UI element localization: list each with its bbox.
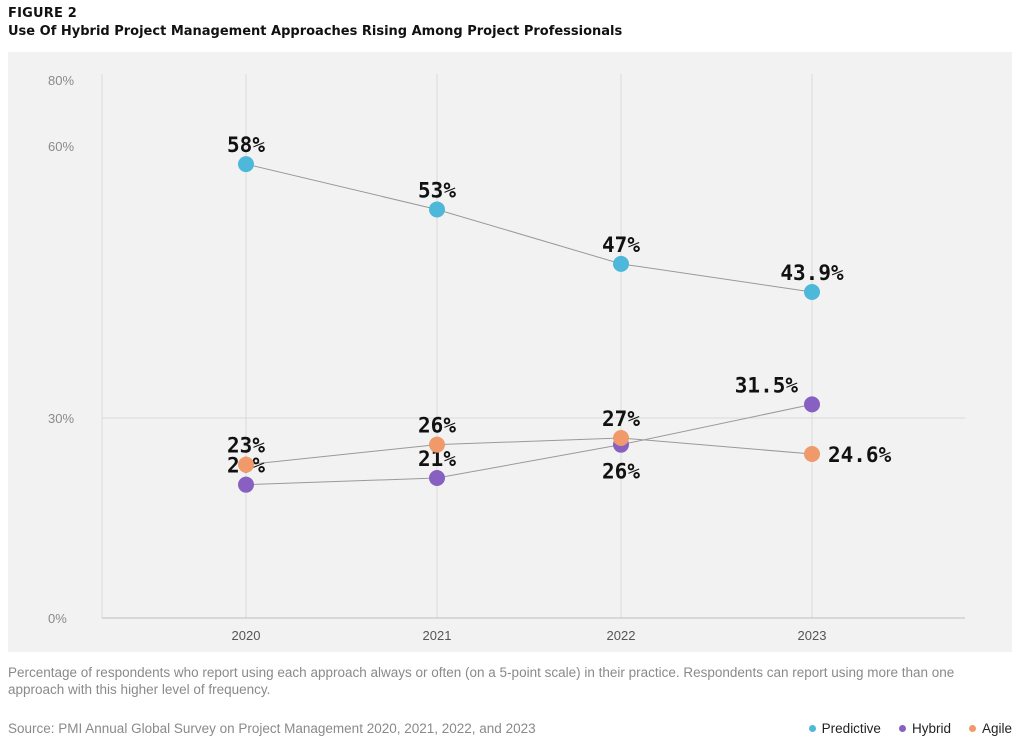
x-tick-label: 2021 — [423, 628, 452, 643]
data-label-predictive: 53% — [418, 178, 456, 202]
figure-title: Use Of Hybrid Project Management Approac… — [8, 24, 623, 39]
chart-source: Source: PMI Annual Global Survey on Proj… — [8, 721, 536, 736]
y-tick-label: 0% — [48, 611, 67, 626]
data-point-agile — [429, 436, 445, 453]
data-label-hybrid: 26% — [602, 460, 640, 484]
legend-item-hybrid: Hybrid — [898, 721, 951, 736]
x-tick-label: 2020 — [232, 628, 261, 643]
y-tick-label: 60% — [48, 139, 74, 154]
data-point-predictive — [613, 255, 629, 272]
data-point-hybrid — [238, 476, 254, 493]
legend-item-predictive: Predictive — [808, 721, 881, 736]
data-label-predictive: 47% — [602, 233, 640, 257]
data-point-agile — [613, 430, 629, 446]
legend-label-predictive: Predictive — [821, 721, 881, 736]
chart-panel — [8, 52, 1012, 652]
data-label-hybrid: 31.5% — [735, 373, 799, 397]
data-label-agile: 23% — [227, 434, 265, 458]
series-line-agile — [245, 437, 813, 466]
chart-note: Percentage of respondents who report usi… — [8, 665, 955, 697]
x-tick-label: 2023 — [798, 628, 827, 643]
series-line-predictive — [245, 163, 813, 293]
line-chart: 0% 30% 60% 80% 2020 2021 2022 2023 58% 53% 47% 43.9… — [48, 73, 965, 643]
data-label-agile: 24.6% — [828, 443, 892, 467]
legend-dot-agile — [968, 725, 976, 732]
data-point-agile — [804, 446, 820, 462]
data-label-agile: 26% — [418, 414, 456, 438]
figure-label: FIGURE 2 — [8, 6, 78, 21]
x-tick-label: 2022 — [607, 628, 636, 643]
data-point-predictive — [804, 283, 820, 300]
legend-dot-hybrid — [898, 725, 906, 732]
legend-item-agile: Agile — [968, 721, 1012, 736]
data-label-predictive: 43.9% — [780, 261, 844, 285]
data-point-hybrid — [804, 396, 820, 413]
y-tick-label: 30% — [48, 411, 74, 426]
data-point-predictive — [238, 156, 254, 173]
y-tick-label: 80% — [48, 73, 74, 88]
data-label-agile: 27% — [602, 407, 640, 431]
legend: Predictive Hybrid Agile — [808, 721, 1012, 736]
data-point-predictive — [429, 201, 445, 218]
legend-label-hybrid: Hybrid — [911, 721, 951, 736]
series-line-hybrid — [245, 403, 813, 486]
data-point-agile — [238, 456, 254, 473]
legend-dot-predictive — [808, 725, 816, 732]
data-point-hybrid — [429, 470, 445, 486]
legend-label-agile: Agile — [981, 721, 1012, 736]
data-label-predictive: 58% — [227, 133, 265, 157]
